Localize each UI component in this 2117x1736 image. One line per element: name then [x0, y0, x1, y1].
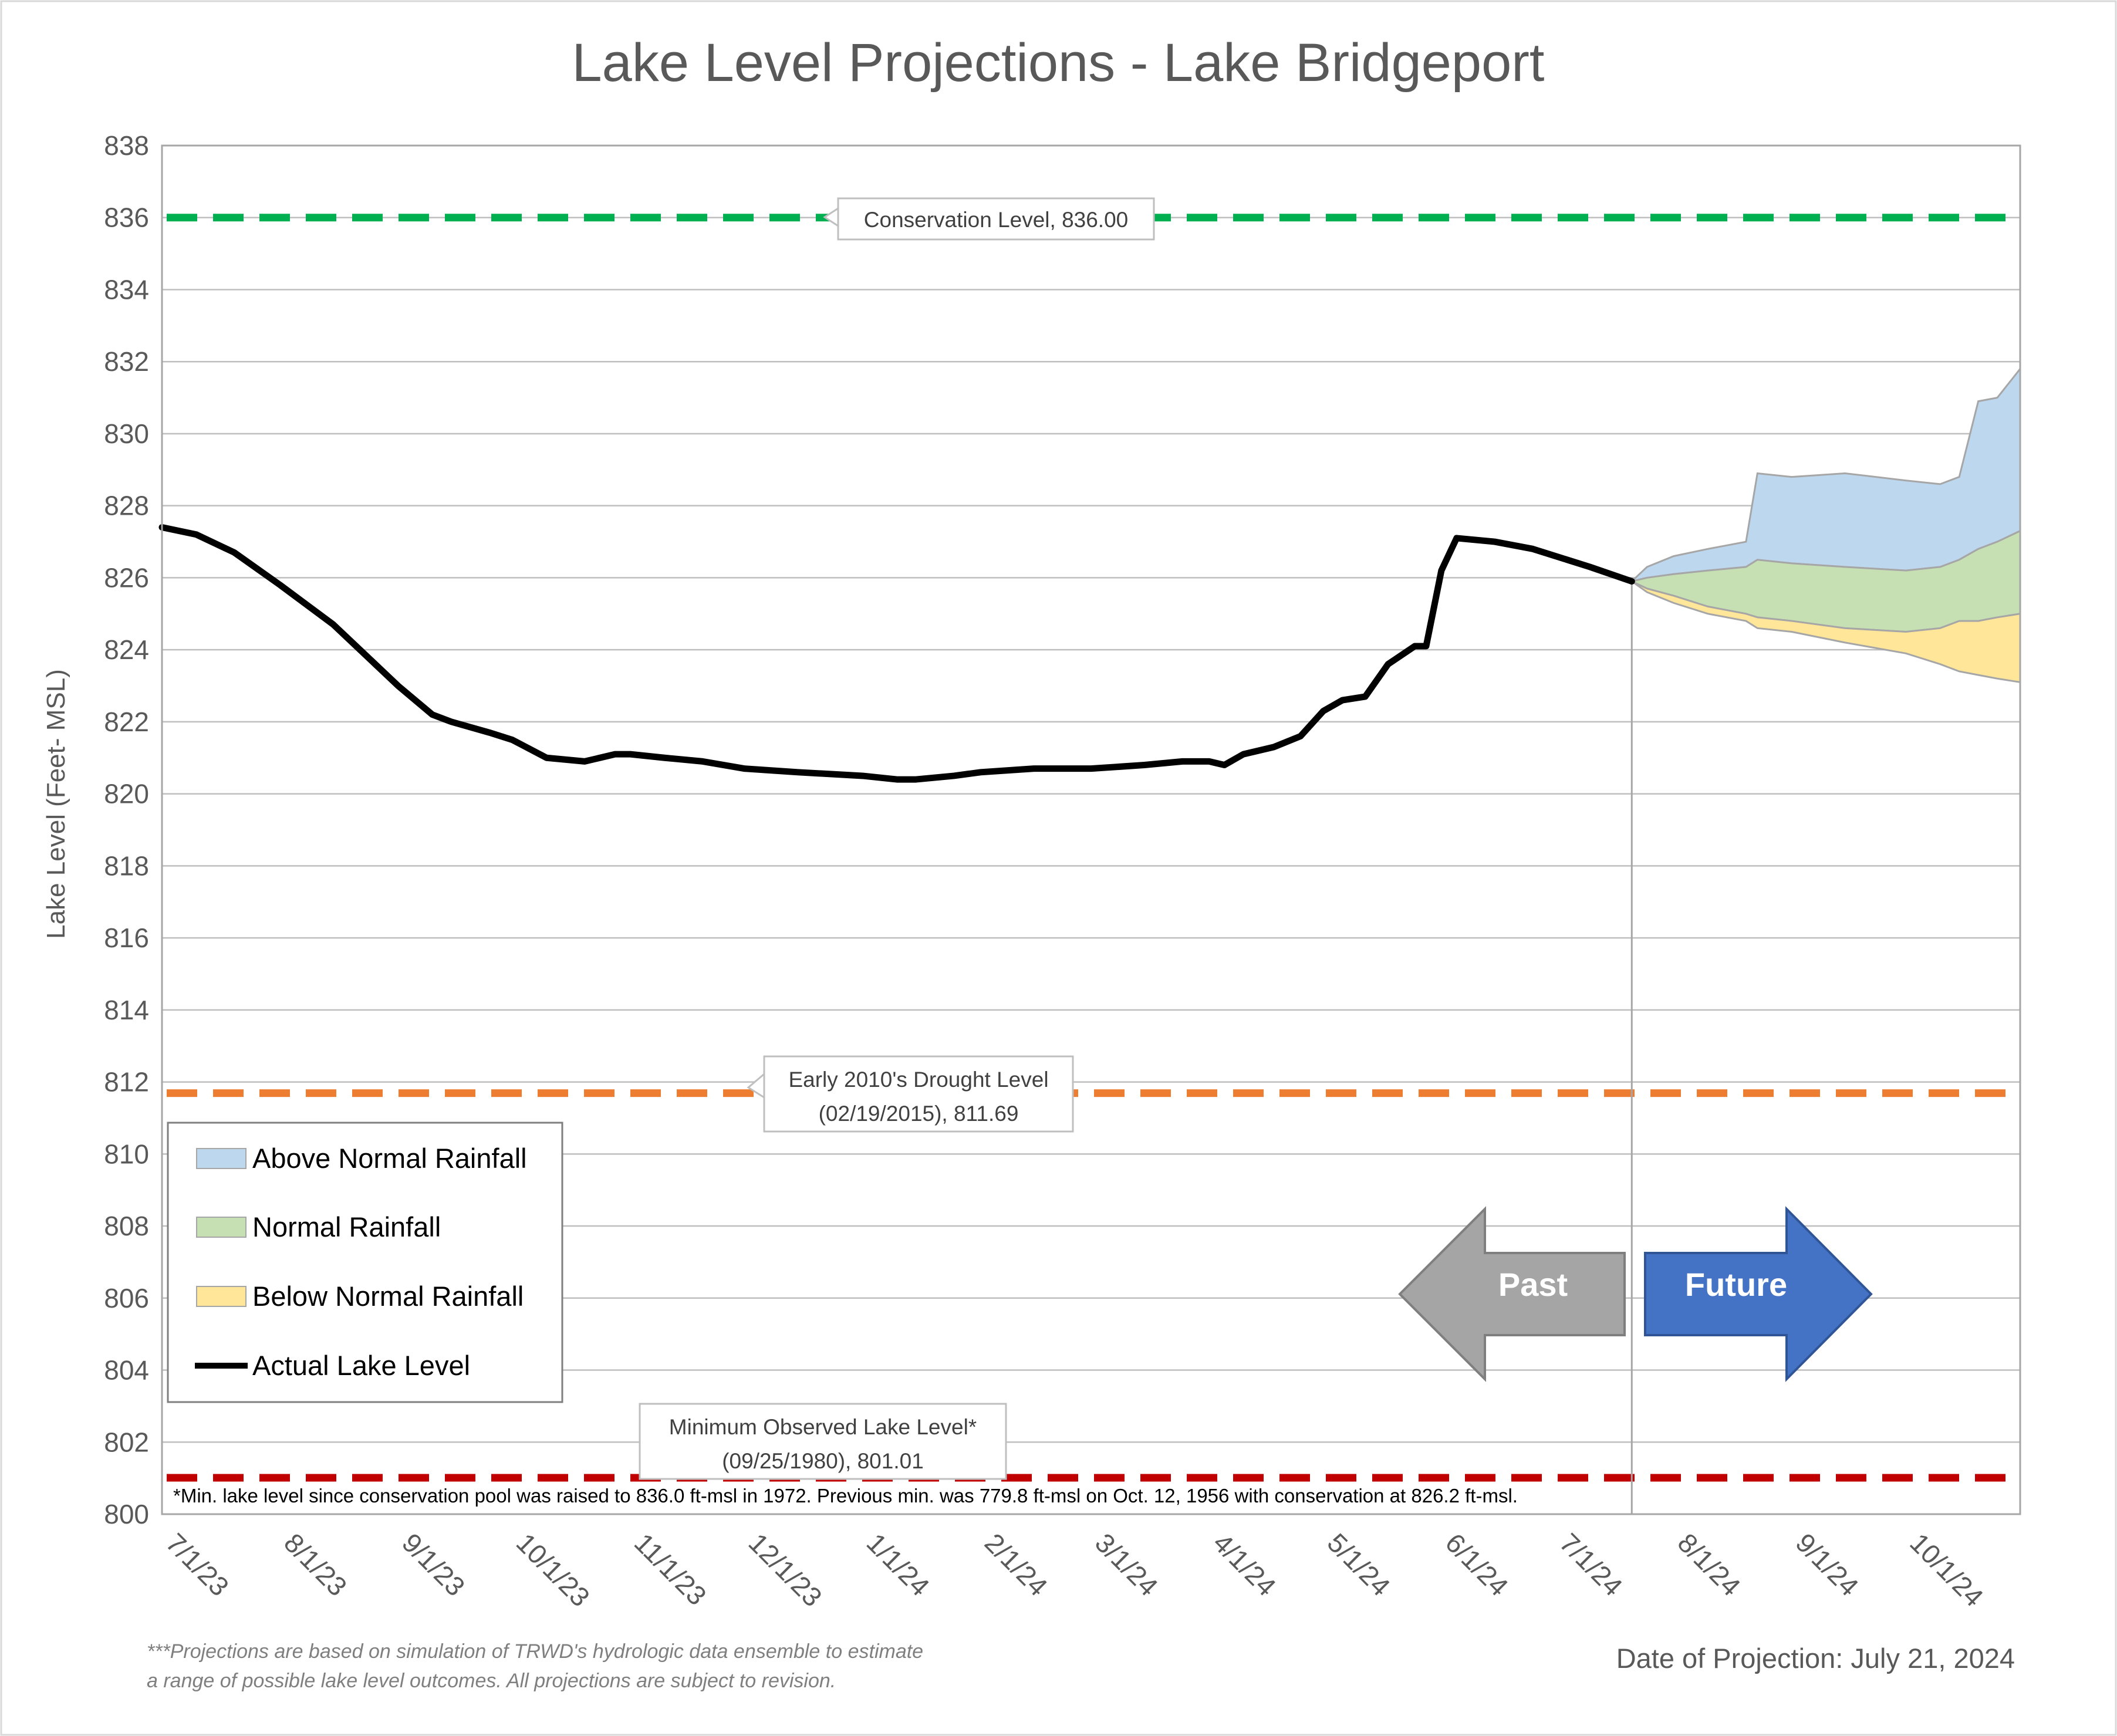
- legend-swatch-below: [196, 1286, 247, 1307]
- legend: Above Normal Rainfall Normal Rainfall Be…: [167, 1122, 563, 1403]
- future-arrow-label: Future: [1685, 1266, 1787, 1303]
- y-tick-822: 822: [104, 707, 149, 737]
- future-arrow: Future: [1644, 1206, 1873, 1382]
- y-tick-804: 804: [104, 1355, 149, 1386]
- projection-date: Date of Projection: July 21, 2024: [1616, 1643, 2015, 1674]
- past-arrow: Past: [1398, 1206, 1626, 1382]
- past-arrow-label: Past: [1498, 1266, 1568, 1303]
- y-tick-824: 824: [104, 634, 149, 665]
- legend-label-actual: Actual Lake Level: [252, 1350, 470, 1381]
- y-tick-808: 808: [104, 1211, 149, 1241]
- conservation-level-label: Conservation Level, 836.00: [864, 208, 1128, 232]
- legend-swatch-normal: [196, 1217, 247, 1238]
- legend-label-above: Above Normal Rainfall: [252, 1143, 527, 1174]
- actual-level-series: [158, 524, 1635, 783]
- legend-swatch-above: [196, 1148, 247, 1169]
- y-axis-ticks: 800 802 804 806 808 810 812 814 816 818 820 822 824 8…: [104, 130, 149, 1529]
- drought-level-label-line1: Early 2010's Drought Level: [788, 1068, 1048, 1092]
- y-tick-820: 820: [104, 779, 149, 809]
- y-tick-834: 834: [104, 274, 149, 305]
- footnote-line1: ***Projections are based on simulation o…: [147, 1640, 923, 1663]
- reference-lines: [167, 214, 2020, 1482]
- y-tick-838: 838: [104, 130, 149, 161]
- y-tick-814: 814: [104, 995, 149, 1025]
- legend-label-normal: Normal Rainfall: [252, 1211, 441, 1242]
- series-actual-lake-level: [158, 524, 1635, 783]
- y-tick-810: 810: [104, 1139, 149, 1169]
- minimum-level-note: *Min. lake level since conservation pool…: [173, 1485, 1518, 1507]
- y-tick-818: 818: [104, 850, 149, 881]
- conservation-level-callout: Conservation Level, 836.00: [823, 197, 1155, 241]
- footnote-line2: a range of possible lake level outcomes.…: [147, 1670, 836, 1692]
- y-tick-812: 812: [104, 1067, 149, 1097]
- minimum-level-label-line2: (09/25/1980), 801.01: [722, 1449, 924, 1473]
- drought-level-callout: Early 2010's Drought Level (02/19/2015),…: [747, 1055, 1074, 1133]
- minimum-level-label-line1: Minimum Observed Lake Level*: [669, 1415, 977, 1439]
- legend-box: [167, 1122, 563, 1403]
- minimum-level-callout: Minimum Observed Lake Level* (09/25/1980…: [639, 1403, 1007, 1480]
- y-tick-826: 826: [104, 562, 149, 593]
- plot-area-border: [161, 144, 2021, 1515]
- drought-level-label-line2: (02/19/2015), 811.69: [819, 1102, 1019, 1126]
- y-tick-836: 836: [104, 202, 149, 233]
- y-tick-816: 816: [104, 923, 149, 953]
- y-tick-828: 828: [104, 491, 149, 521]
- y-tick-800: 800: [104, 1499, 149, 1529]
- y-tick-806: 806: [104, 1283, 149, 1313]
- y-axis-label: Lake Level (Feet- MSL): [42, 669, 70, 939]
- chart-title: Lake Level Projections - Lake Bridgeport: [572, 33, 1545, 93]
- legend-label-below: Below Normal Rainfall: [252, 1281, 524, 1312]
- y-tick-802: 802: [104, 1427, 149, 1457]
- y-tick-830: 830: [104, 418, 149, 449]
- projection-bands: [1629, 366, 2021, 684]
- y-tick-832: 832: [104, 346, 149, 377]
